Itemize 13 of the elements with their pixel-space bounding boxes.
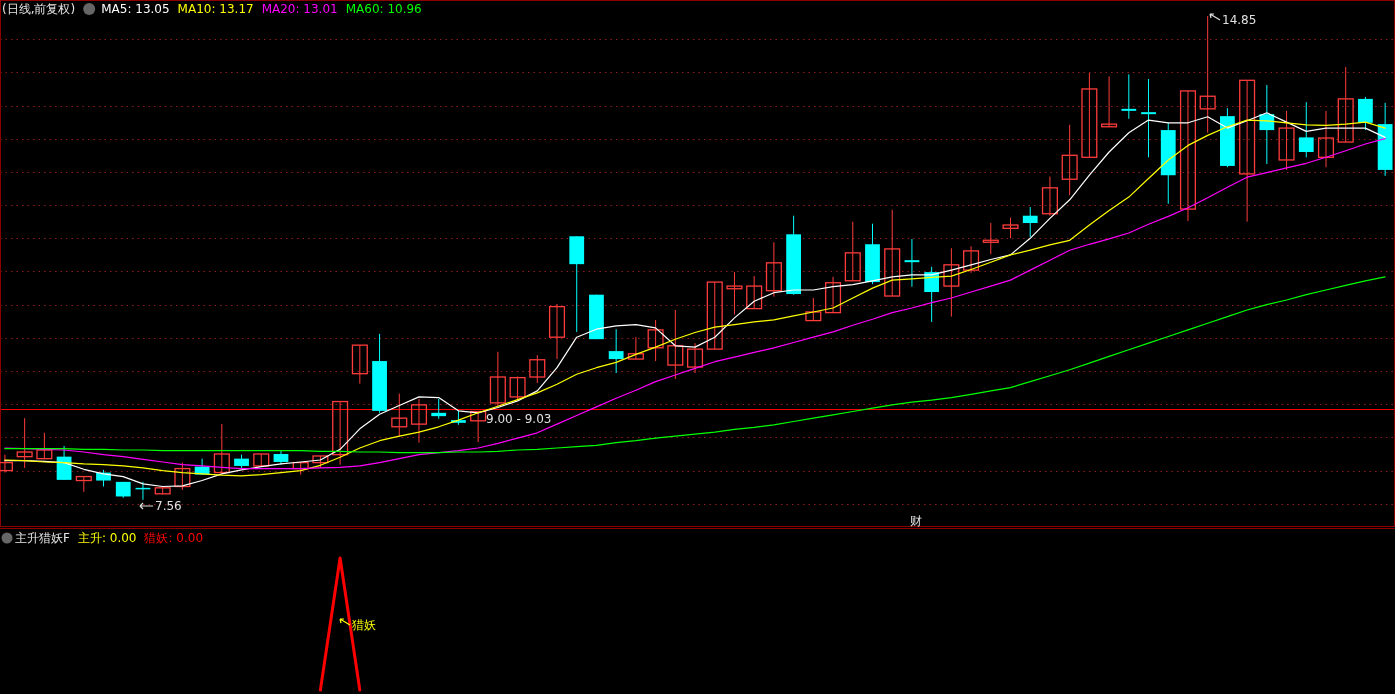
chart-title: (日线,前复权): [2, 1, 76, 16]
text: MA10: 13.17: [177, 1, 254, 16]
annotation: 9.00 - 9.03: [486, 411, 552, 426]
annotation: 猎妖: [352, 617, 376, 632]
legend-label: 主升: 0.00: [77, 530, 137, 545]
text: 猎妖: 0.00: [144, 530, 204, 545]
text: MA5: 13.05: [101, 1, 170, 16]
chart-title: 主升猎妖F: [15, 530, 70, 545]
text: MA20: 13.01: [261, 1, 338, 16]
text: MA60: 10.96: [345, 1, 422, 16]
annotation: 14.85: [1222, 12, 1257, 27]
annotation: 7.56: [155, 498, 182, 513]
annotation: 财: [910, 513, 922, 528]
